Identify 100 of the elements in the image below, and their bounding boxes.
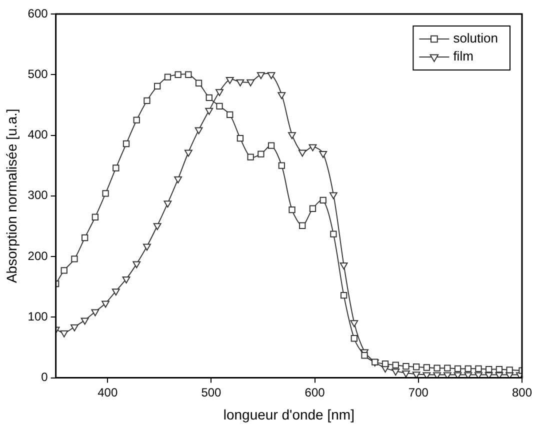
point xyxy=(70,324,78,332)
point xyxy=(195,80,202,86)
point xyxy=(92,214,99,220)
point xyxy=(60,330,68,338)
point xyxy=(236,134,244,142)
point xyxy=(71,256,78,262)
point xyxy=(350,320,358,328)
point xyxy=(434,364,440,372)
point xyxy=(361,352,368,359)
point xyxy=(278,92,286,100)
point xyxy=(216,89,224,96)
y-axis-title: Absorption normalisée [u.a.] xyxy=(3,108,20,284)
x-tick-label: 600 xyxy=(304,385,326,400)
point xyxy=(143,244,151,251)
point xyxy=(174,71,182,78)
point xyxy=(144,97,150,104)
point xyxy=(267,72,276,80)
point xyxy=(112,288,120,296)
point xyxy=(256,72,265,80)
point xyxy=(122,140,130,148)
point xyxy=(423,364,430,371)
point xyxy=(226,76,234,84)
point xyxy=(382,360,389,368)
point xyxy=(164,200,172,208)
legend-label: film xyxy=(453,48,474,64)
point xyxy=(102,190,109,197)
point xyxy=(298,150,306,157)
point xyxy=(329,192,338,200)
point xyxy=(102,300,110,308)
point xyxy=(268,142,275,149)
point xyxy=(454,372,462,378)
point xyxy=(153,223,162,230)
legend-label: solution xyxy=(453,30,498,46)
point xyxy=(308,144,317,152)
x-tick-label: 800 xyxy=(512,385,532,400)
point xyxy=(288,206,296,214)
point xyxy=(174,176,182,184)
point xyxy=(91,309,100,316)
point xyxy=(309,205,316,212)
point xyxy=(247,154,254,160)
point xyxy=(433,372,442,378)
point xyxy=(278,162,285,169)
point xyxy=(340,292,348,299)
point xyxy=(350,335,358,342)
point xyxy=(444,364,451,372)
point xyxy=(60,267,68,274)
point xyxy=(392,368,400,376)
point xyxy=(112,164,120,172)
point xyxy=(216,102,223,110)
point xyxy=(402,370,410,378)
y-tick-label: 100 xyxy=(28,309,48,324)
y-tick-label: 600 xyxy=(28,6,48,20)
x-tick-label: 400 xyxy=(98,385,118,400)
point xyxy=(413,364,420,370)
point xyxy=(402,362,410,370)
point xyxy=(454,365,462,372)
point xyxy=(443,372,452,378)
point xyxy=(319,150,328,158)
point xyxy=(154,82,161,90)
point xyxy=(185,71,192,78)
point xyxy=(194,127,203,134)
point xyxy=(412,372,420,378)
point xyxy=(299,222,306,229)
point xyxy=(206,94,212,102)
point xyxy=(422,372,431,378)
point xyxy=(184,150,192,157)
point xyxy=(340,262,348,270)
point xyxy=(236,79,244,86)
point xyxy=(164,74,172,80)
point xyxy=(486,366,492,373)
point xyxy=(475,365,482,372)
point xyxy=(464,365,472,372)
point xyxy=(80,318,89,325)
point xyxy=(132,261,141,268)
point xyxy=(133,116,140,124)
y-tick-label: 300 xyxy=(28,188,48,202)
point xyxy=(506,372,514,378)
point xyxy=(506,366,513,374)
point xyxy=(464,372,472,378)
point xyxy=(495,372,504,378)
x-tick-label: 500 xyxy=(201,385,222,400)
point xyxy=(496,366,503,373)
point xyxy=(82,234,88,242)
point xyxy=(226,111,234,118)
x-axis-title: longueur d'onde [nm] xyxy=(223,406,354,422)
point xyxy=(288,132,296,140)
y-tick-label: 0 xyxy=(41,370,48,384)
point xyxy=(320,196,326,204)
point xyxy=(330,230,337,238)
point xyxy=(484,372,493,378)
point xyxy=(205,108,214,115)
point xyxy=(258,150,264,158)
y-tick-label: 200 xyxy=(28,248,48,263)
point xyxy=(474,372,482,378)
point xyxy=(122,276,130,284)
y-tick-label: 400 xyxy=(28,128,48,142)
x-tick-label: 700 xyxy=(408,385,429,400)
y-tick-label: 500 xyxy=(28,66,48,81)
point xyxy=(246,79,255,86)
point xyxy=(392,362,399,368)
